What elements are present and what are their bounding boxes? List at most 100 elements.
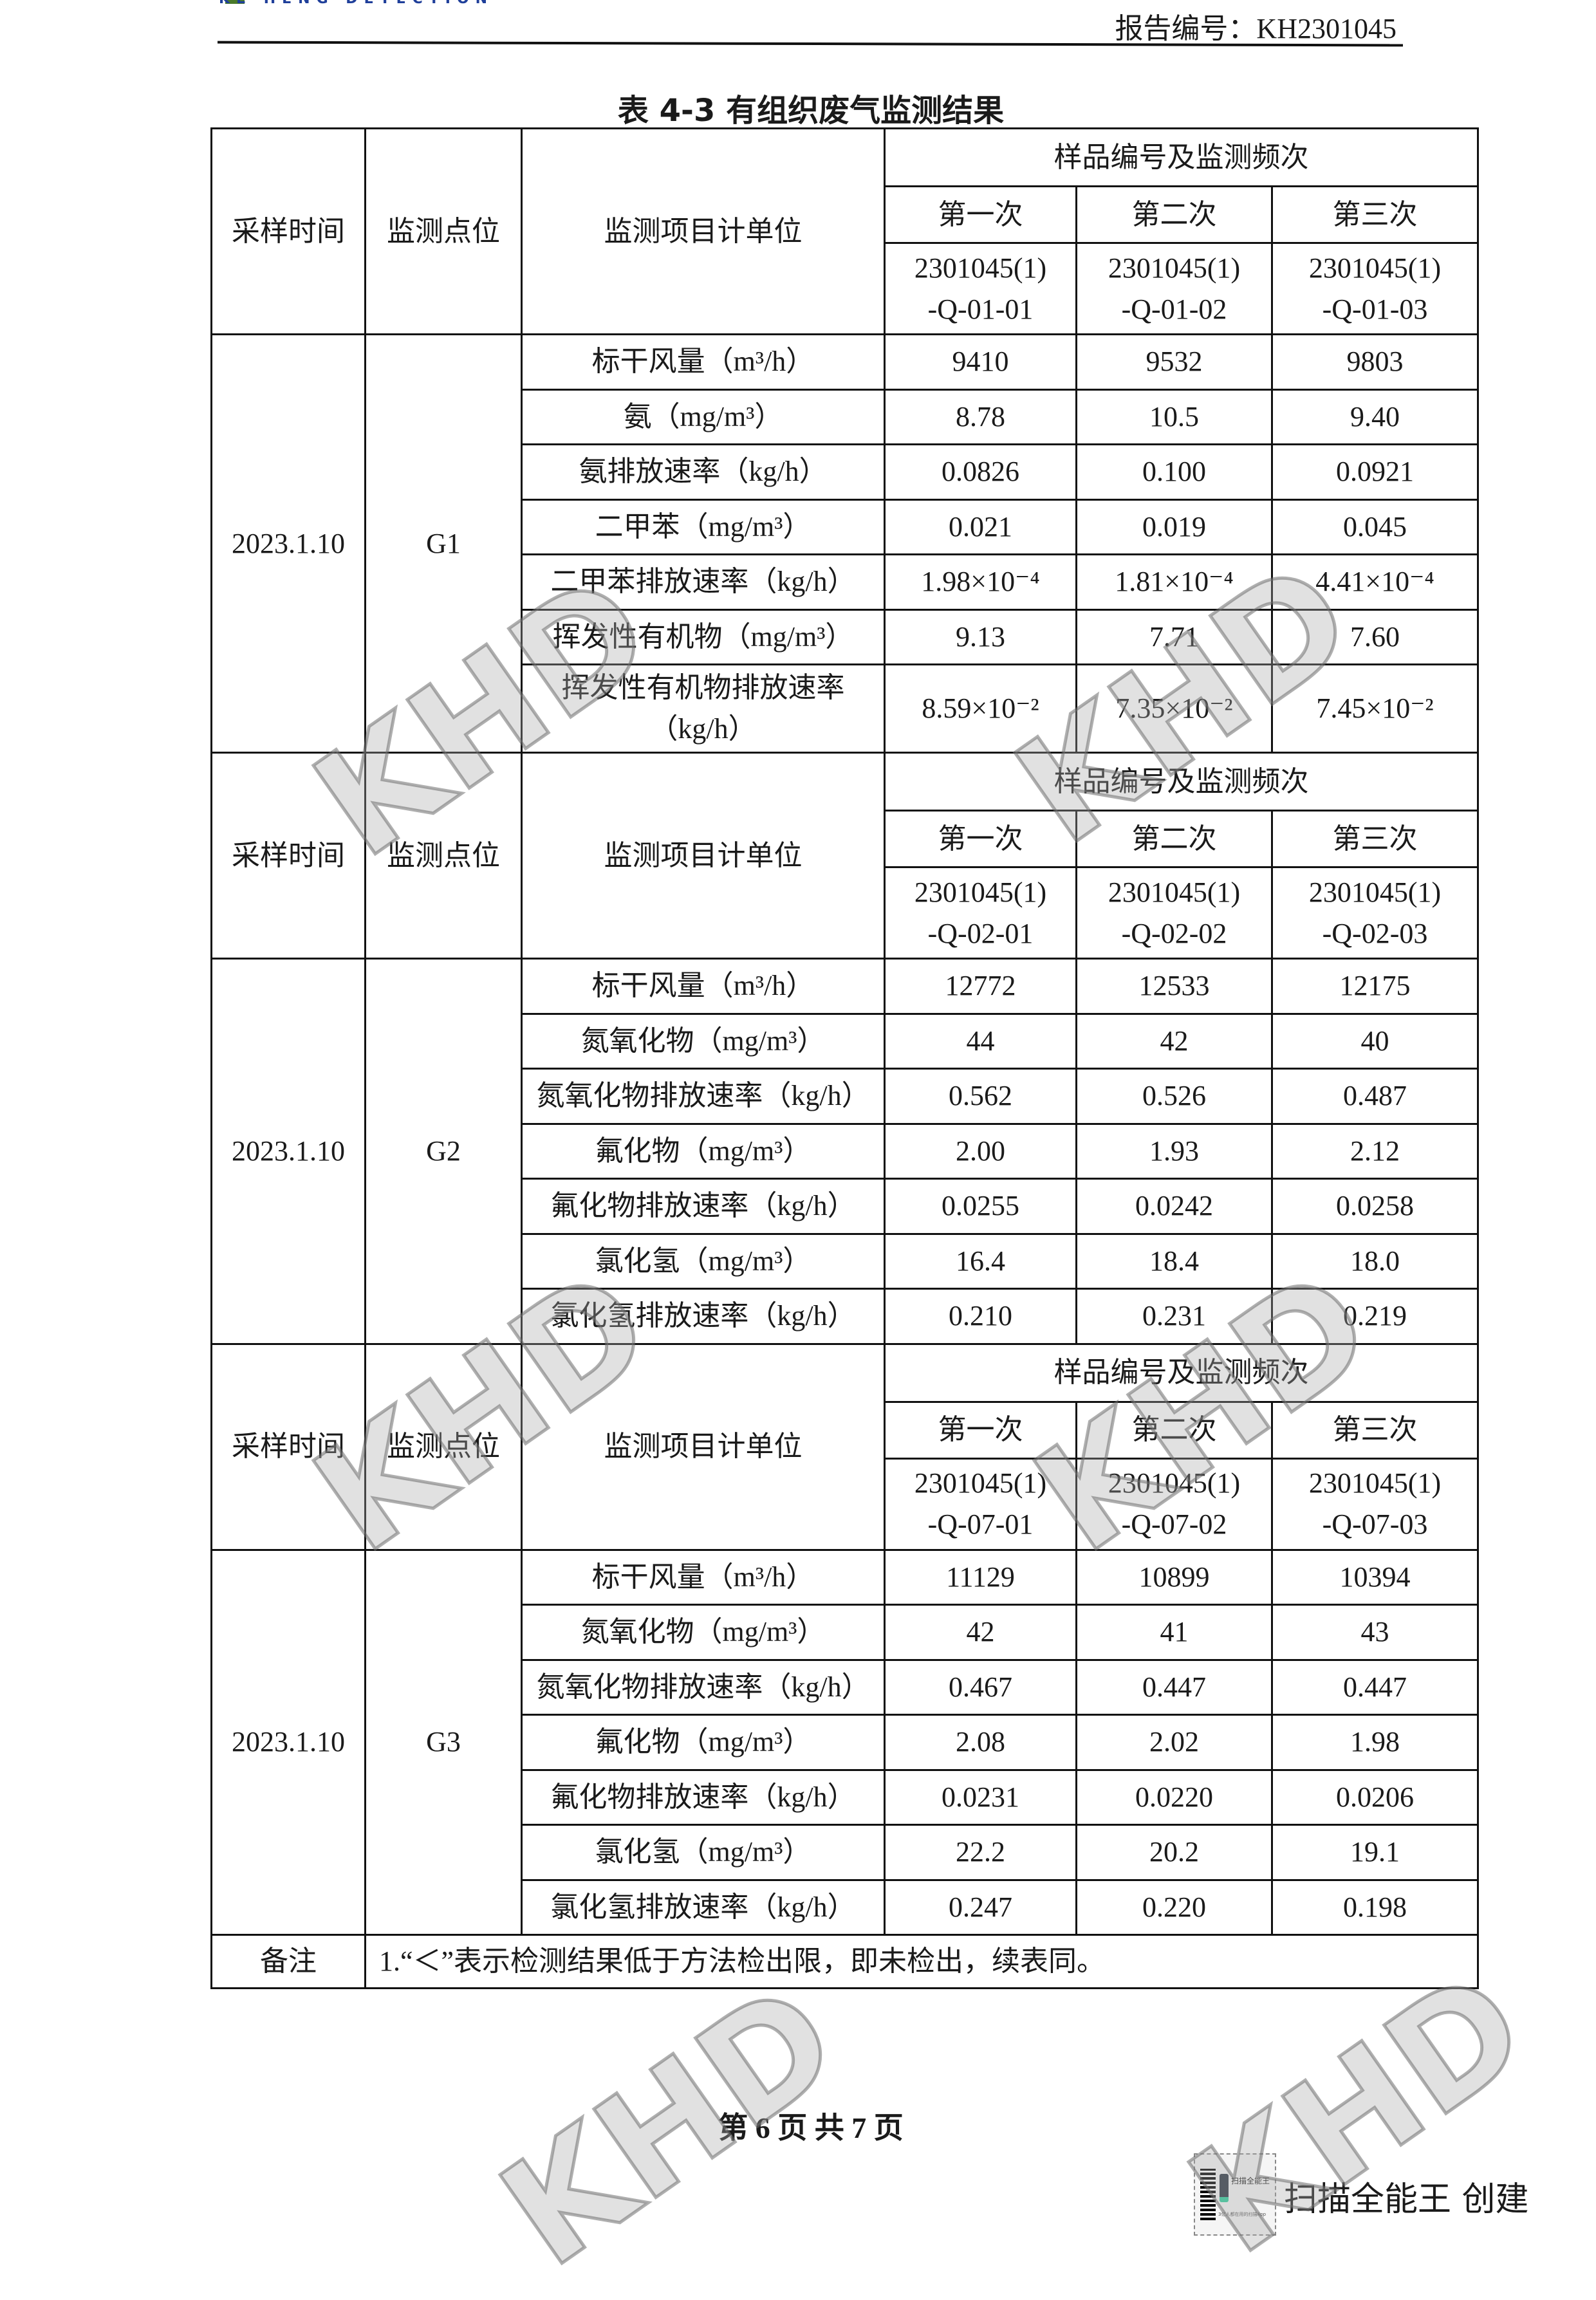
sampling-date: 2023.1.10 xyxy=(210,1548,366,1936)
header-row: 第一次 第二次 第三次 xyxy=(212,185,1479,244)
header-first-run: 第一次 xyxy=(884,185,1077,244)
result-value: 0.0255 xyxy=(884,1178,1077,1235)
result-value: 7.35×10⁻² xyxy=(1075,663,1273,754)
result-value: 9.13 xyxy=(884,608,1077,665)
table-row: 氮氧化物排放速率（kg/h） 0.467 0.447 0.447 xyxy=(212,1658,1479,1716)
result-value: 44 xyxy=(884,1012,1077,1070)
result-value: 0.220 xyxy=(1075,1878,1273,1936)
result-value: 9.40 xyxy=(1271,388,1479,445)
result-value: 8.59×10⁻² xyxy=(884,663,1077,754)
monitoring-item: 氟化物排放速率（kg/h） xyxy=(521,1768,886,1826)
table-row: 氨排放速率（kg/h） 0.0826 0.100 0.0921 xyxy=(212,443,1479,501)
result-value: 2.02 xyxy=(1075,1714,1273,1771)
result-value: 42 xyxy=(1075,1012,1273,1070)
sample-id: 2301045(1) -Q-01-01 xyxy=(884,242,1077,335)
logo-mark xyxy=(225,0,245,4)
result-value: 0.0826 xyxy=(884,443,1077,501)
monitoring-item: 挥发性有机物（mg/m³） xyxy=(521,608,886,665)
result-value: 41 xyxy=(1075,1604,1273,1661)
monitoring-item: 氮氧化物排放速率（kg/h） xyxy=(521,1068,886,1125)
header-monitoring-point: 监测点位 xyxy=(364,752,523,960)
header-row: 采样时间 监测点位 监测项目计单位 样品编号及监测频次 xyxy=(210,1342,1479,1551)
sampling-date: 2023.1.10 xyxy=(210,958,366,1345)
result-value: 1.93 xyxy=(1075,1122,1273,1180)
table-row: 氯化氢排放速率（kg/h） 0.247 0.220 0.198 xyxy=(212,1878,1479,1936)
result-value: 40 xyxy=(1271,1012,1479,1070)
camscanner-logo-icon xyxy=(1220,2174,1229,2202)
result-value: 0.210 xyxy=(884,1288,1077,1345)
table-row: 氮氧化物排放速率（kg/h） 0.562 0.526 0.487 xyxy=(212,1068,1479,1125)
header-row: 第一次 第二次 第三次 xyxy=(212,1400,1479,1460)
monitoring-item: 氮氧化物（mg/m³） xyxy=(521,1012,886,1070)
table-row: 氟化物（mg/m³） 2.00 1.93 2.12 xyxy=(212,1122,1479,1180)
result-value: 0.0921 xyxy=(1271,443,1479,501)
table-row: 2023.1.10 G1 标干风量（m³/h） 9410 9532 9803 xyxy=(210,333,1479,754)
sample-id: 2301045(1) -Q-07-03 xyxy=(1271,1457,1479,1551)
sample-id: 2301045(1) -Q-01-02 xyxy=(1075,242,1273,335)
monitoring-item: 氨（mg/m³） xyxy=(521,388,886,445)
result-value: 0.487 xyxy=(1271,1068,1479,1125)
header-second-run: 第二次 xyxy=(1075,810,1273,868)
table-row: 氟化物（mg/m³） 2.08 2.02 1.98 xyxy=(212,1714,1479,1771)
monitoring-point: G3 xyxy=(364,1548,523,1936)
result-value: 42 xyxy=(884,1604,1077,1661)
remark-text: 1.“＜”表示检测结果低于方法检出限，即未检出，续表同。 xyxy=(364,1934,1479,1989)
table-row: 氨（mg/m³） 8.78 10.5 9.40 xyxy=(212,388,1479,445)
remark-row: 备注 1.“＜”表示检测结果低于方法检出限，即未检出，续表同。 xyxy=(210,1934,1479,1989)
monitoring-item: 挥发性有机物排放速率 （kg/h） xyxy=(521,663,886,754)
result-value: 1.98×10⁻⁴ xyxy=(884,553,1077,611)
header-monitoring-point: 监测点位 xyxy=(364,1342,523,1551)
header-monitoring-point: 监测点位 xyxy=(364,127,523,335)
remark-label: 备注 xyxy=(210,1934,366,1989)
table-row: 氮氧化物（mg/m³） 44 42 40 xyxy=(212,1012,1479,1070)
result-value: 18.4 xyxy=(1075,1232,1273,1290)
header-row: 采样时间 监测点位 监测项目计单位 样品编号及监测频次 xyxy=(210,752,1479,960)
header-sampling-time: 采样时间 xyxy=(210,752,366,960)
result-value: 0.100 xyxy=(1075,443,1273,501)
monitoring-item: 氨排放速率（kg/h） xyxy=(521,443,886,501)
sampling-date: 2023.1.10 xyxy=(210,333,366,754)
monitoring-item: 二甲苯排放速率（kg/h） xyxy=(521,553,886,611)
table-row: 氯化氢（mg/m³） 22.2 20.2 19.1 xyxy=(212,1824,1479,1881)
monitoring-item: 氟化物（mg/m³） xyxy=(521,1714,886,1771)
result-value: 4.41×10⁻⁴ xyxy=(1271,553,1479,611)
qr-code-icon xyxy=(1200,2169,1216,2220)
monitoring-item: 氯化氢排放速率（kg/h） xyxy=(521,1878,886,1936)
sample-id: 2301045(1) -Q-07-02 xyxy=(1075,1457,1273,1551)
header-sampling-time: 采样时间 xyxy=(210,1342,366,1551)
header-first-run: 第一次 xyxy=(884,1400,1077,1460)
result-value: 12533 xyxy=(1075,958,1273,1015)
report-number: 报告编号：KH2301045 xyxy=(1115,13,1396,44)
result-value: 0.231 xyxy=(1075,1288,1273,1345)
header-third-run: 第三次 xyxy=(1271,185,1479,244)
result-value: 0.447 xyxy=(1075,1658,1273,1716)
result-value: 0.021 xyxy=(884,498,1077,555)
result-value: 9803 xyxy=(1271,333,1479,391)
sample-id: 2301045(1) -Q-07-01 xyxy=(884,1457,1077,1551)
result-value: 0.198 xyxy=(1271,1878,1479,1936)
result-value: 0.467 xyxy=(884,1658,1077,1716)
sample-id: 2301045(1) -Q-01-03 xyxy=(1271,242,1479,335)
scanner-app-name: 扫描全能王 xyxy=(1231,2176,1270,2185)
result-value: 18.0 xyxy=(1271,1232,1479,1290)
result-value: 22.2 xyxy=(884,1824,1077,1881)
result-value: 0.247 xyxy=(884,1878,1077,1936)
result-value: 9410 xyxy=(884,333,1077,391)
monitoring-item: 标干风量（m³/h） xyxy=(521,1548,886,1606)
result-value: 10394 xyxy=(1271,1548,1479,1606)
table-row: 二甲苯（mg/m³） 0.021 0.019 0.045 xyxy=(212,498,1479,555)
result-value: 19.1 xyxy=(1271,1824,1479,1881)
table-row: 氮氧化物（mg/m³） 42 41 43 xyxy=(212,1604,1479,1661)
result-value: 7.71 xyxy=(1075,608,1273,665)
table-row: 氟化物排放速率（kg/h） 0.0231 0.0220 0.0206 xyxy=(212,1768,1479,1826)
header-row: 第一次 第二次 第三次 xyxy=(212,810,1479,868)
header-third-run: 第三次 xyxy=(1271,1400,1479,1460)
sample-id-row: 2301045(1) -Q-01-01 2301045(1) -Q-01-02 23… xyxy=(212,242,1479,335)
monitoring-item: 氯化氢（mg/m³） xyxy=(521,1232,886,1290)
result-value: 0.0258 xyxy=(1271,1178,1479,1235)
monitoring-item: 标干风量（m³/h） xyxy=(521,333,886,391)
result-value: 2.08 xyxy=(884,1714,1077,1771)
table-row: 2023.1.10 G2 标干风量（m³/h） 12772 12533 12175 xyxy=(210,958,1479,1345)
result-value: 0.0242 xyxy=(1075,1178,1273,1235)
result-value: 43 xyxy=(1271,1604,1479,1661)
